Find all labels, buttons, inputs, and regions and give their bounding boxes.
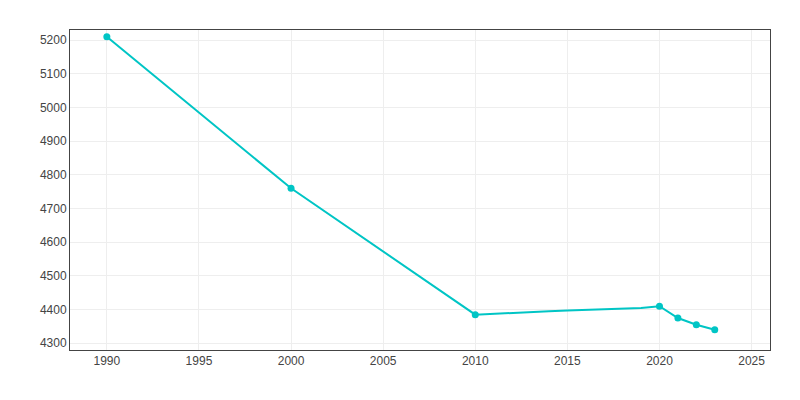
svg-text:4700: 4700	[40, 202, 67, 216]
svg-text:5000: 5000	[40, 101, 67, 115]
svg-text:2000: 2000	[278, 354, 305, 368]
svg-text:4600: 4600	[40, 235, 67, 249]
svg-text:2025: 2025	[738, 354, 765, 368]
svg-text:1995: 1995	[186, 354, 213, 368]
svg-text:5200: 5200	[40, 33, 67, 47]
svg-text:1990: 1990	[93, 354, 120, 368]
svg-text:2015: 2015	[554, 354, 581, 368]
svg-text:2005: 2005	[370, 354, 397, 368]
svg-text:4900: 4900	[40, 134, 67, 148]
svg-text:2020: 2020	[646, 354, 673, 368]
svg-text:5100: 5100	[40, 67, 67, 81]
svg-text:4500: 4500	[40, 269, 67, 283]
svg-text:4800: 4800	[40, 168, 67, 182]
svg-text:2010: 2010	[462, 354, 489, 368]
svg-text:4300: 4300	[40, 336, 67, 350]
svg-text:4400: 4400	[40, 303, 67, 317]
